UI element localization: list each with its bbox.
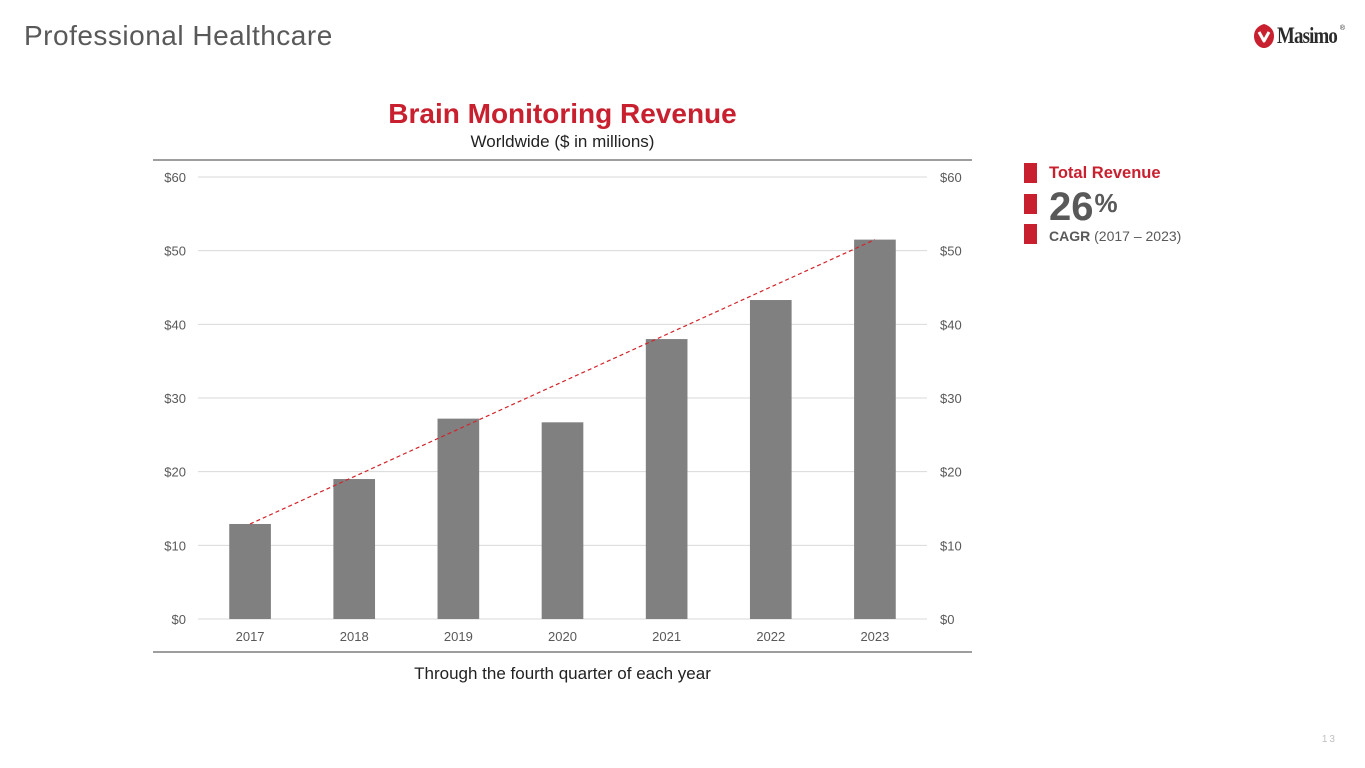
chart-note: Through the fourth quarter of each year — [414, 664, 711, 683]
y-tick-label-left: $20 — [164, 465, 186, 480]
trend-line — [249, 239, 876, 525]
masimo-logo: Masimo ® — [1253, 20, 1345, 52]
y-tick-label-left: $40 — [164, 317, 186, 332]
bar-2022 — [749, 300, 792, 619]
x-tick-label: 2022 — [756, 629, 785, 644]
y-tick-label-left: $60 — [164, 170, 186, 185]
cagr-percent-sign: % — [1094, 188, 1118, 218]
chart-subtitle: Worldwide ($ in millions) — [470, 132, 655, 151]
y-tick-label-right: $40 — [940, 317, 962, 332]
bar-2021 — [645, 339, 688, 619]
chart-title: Brain Monitoring Revenue — [388, 98, 737, 129]
y-tick-label-left: $0 — [172, 612, 186, 627]
bar-2020 — [541, 422, 584, 619]
y-tick-label-left: $30 — [164, 391, 186, 406]
x-tick-label: 2021 — [652, 629, 681, 644]
bar-2023 — [854, 239, 896, 619]
y-tick-label-right: $30 — [940, 391, 962, 406]
cagr-caption: CAGR (2017 – 2023) — [1049, 228, 1181, 244]
page-number: 13 — [1321, 734, 1337, 745]
total-revenue-label: Total Revenue — [1049, 164, 1161, 182]
x-tick-label: 2020 — [548, 629, 577, 644]
y-tick-label-left: $50 — [164, 244, 186, 259]
logo-registered-mark: ® — [1339, 24, 1345, 32]
x-tick-label: 2017 — [236, 629, 265, 644]
callout-bar-middle — [1024, 194, 1037, 214]
bar-2018 — [333, 479, 376, 619]
x-tick-label: 2019 — [444, 629, 473, 644]
y-tick-label-right: $10 — [940, 538, 962, 553]
cagr-callout: Total Revenue 26% CAGR (2017 – 2023) — [1024, 163, 1324, 247]
page-title: Professional Healthcare — [24, 20, 333, 51]
callout-bar-top — [1024, 163, 1037, 183]
cagr-label: CAGR — [1049, 228, 1091, 244]
bar-2017 — [229, 523, 271, 619]
cagr-range: (2017 – 2023) — [1094, 228, 1182, 244]
bar-2019 — [437, 418, 480, 619]
callout-bar-bottom — [1024, 224, 1037, 244]
y-tick-label-right: $0 — [940, 612, 954, 627]
cagr-number: 26 — [1049, 185, 1094, 229]
masimo-logo-icon — [1253, 24, 1274, 48]
cagr-value: 26% — [1049, 185, 1118, 229]
logo-wordmark: Masimo — [1276, 23, 1338, 48]
y-tick-label-right: $20 — [940, 465, 962, 480]
y-tick-label-right: $60 — [940, 170, 962, 185]
x-tick-label: 2023 — [860, 629, 889, 644]
y-tick-label-left: $10 — [164, 538, 186, 553]
x-tick-label: 2018 — [340, 629, 369, 644]
y-tick-label-right: $50 — [940, 244, 962, 259]
